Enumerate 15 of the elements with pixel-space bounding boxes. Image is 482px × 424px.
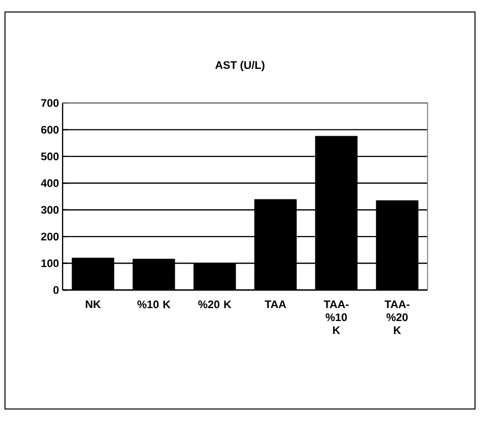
x-tick-label: NK <box>86 300 101 308</box>
y-tick-label: 100 <box>41 259 59 268</box>
y-tick-label: 600 <box>41 126 59 134</box>
y-tick-label: 200 <box>41 232 59 240</box>
y-tick-label: 500 <box>41 152 59 160</box>
y-tick-label: 0 <box>53 286 59 294</box>
y-tick-label: 300 <box>41 206 59 214</box>
x-tick-label: TAA-%20 K <box>384 300 410 334</box>
chart-title: AST (U/L) <box>215 60 264 72</box>
y-tick-label: 400 <box>40 179 59 188</box>
y-tick-label: 700 <box>41 99 59 107</box>
x-tick-label: %20 K <box>198 300 232 308</box>
x-tick-label: %10 K <box>137 300 170 308</box>
x-tick-label: TAA-%10 K <box>324 300 349 334</box>
x-tick-label: TAA <box>264 300 286 308</box>
